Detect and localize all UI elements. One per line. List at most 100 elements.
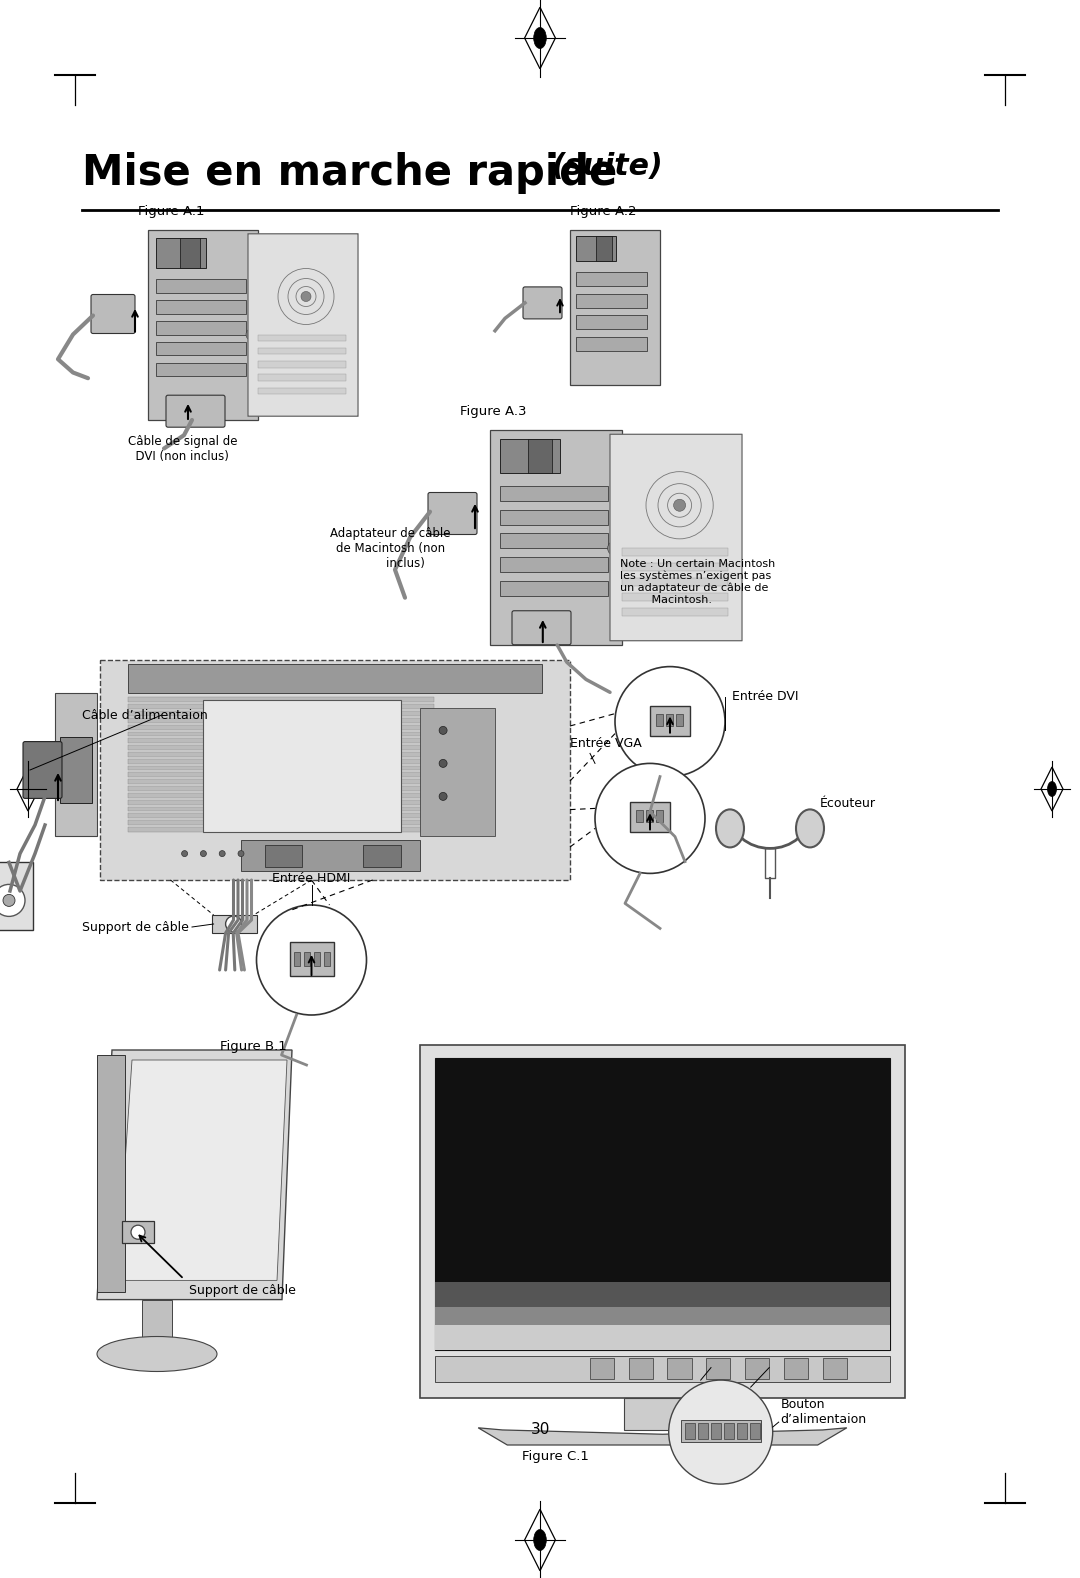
Circle shape	[595, 764, 705, 873]
Bar	[129, 786, 434, 791]
Bar	[595, 237, 611, 260]
Text: Support de câble: Support de câble	[189, 1284, 296, 1297]
Bar	[129, 664, 542, 693]
Bar	[490, 429, 622, 645]
Circle shape	[246, 328, 258, 341]
Ellipse shape	[97, 1337, 217, 1371]
Text: Écouteur: Écouteur	[820, 797, 876, 810]
Bar	[622, 609, 728, 615]
Bar	[60, 737, 92, 803]
Bar	[577, 294, 647, 308]
Bar	[156, 363, 246, 376]
Bar	[129, 780, 434, 784]
Bar	[784, 1357, 808, 1379]
Bar	[129, 806, 434, 811]
Bar	[294, 952, 299, 966]
Bar	[129, 792, 434, 798]
Bar	[622, 579, 728, 585]
Text: Adaptateur de câble
de Macintosh (non
        inclus): Adaptateur de câble de Macintosh (non in…	[330, 527, 450, 570]
Bar	[100, 660, 570, 881]
Bar	[698, 1423, 707, 1439]
Bar	[577, 316, 647, 330]
Circle shape	[131, 1225, 145, 1239]
Bar	[577, 338, 647, 350]
Bar	[0, 863, 33, 931]
Bar	[577, 271, 647, 286]
Text: Support de câble: Support de câble	[82, 920, 189, 934]
FancyBboxPatch shape	[610, 434, 742, 641]
Bar	[570, 230, 660, 385]
Bar	[129, 718, 434, 723]
Bar	[129, 821, 434, 825]
Bar	[129, 813, 434, 817]
Circle shape	[257, 906, 366, 1015]
Bar	[258, 374, 346, 380]
Bar	[265, 844, 302, 866]
Text: Note : Un certain Macintosh
les systèmes n’exigent pas
un adaptateur de câble de: Note : Un certain Macintosh les systèmes…	[620, 559, 775, 604]
Bar	[434, 1356, 890, 1382]
Bar	[622, 563, 728, 571]
Polygon shape	[117, 1060, 287, 1280]
Bar	[500, 533, 608, 548]
Bar	[500, 557, 608, 571]
Bar	[156, 279, 246, 292]
Bar	[55, 693, 97, 836]
Text: Figure A.3: Figure A.3	[460, 406, 527, 418]
Bar	[646, 811, 653, 822]
Bar	[180, 238, 200, 268]
Bar	[666, 713, 673, 726]
Text: Figure C.1: Figure C.1	[523, 1450, 590, 1463]
Circle shape	[669, 1381, 772, 1483]
Text: Entrée DVI: Entrée DVI	[732, 690, 798, 704]
FancyBboxPatch shape	[91, 295, 135, 333]
Bar	[289, 942, 334, 977]
Bar	[129, 724, 434, 729]
Bar	[500, 486, 608, 500]
Ellipse shape	[24, 781, 32, 797]
Bar	[590, 1357, 615, 1379]
Bar	[500, 510, 608, 524]
Bar	[156, 238, 206, 268]
Text: Mise en marche rapide: Mise en marche rapide	[82, 151, 632, 194]
Bar	[203, 699, 401, 832]
Bar	[624, 1398, 701, 1430]
Text: Figure B.1: Figure B.1	[220, 1040, 287, 1053]
Bar	[258, 388, 346, 394]
Bar	[724, 1423, 733, 1439]
Bar	[823, 1357, 847, 1379]
FancyBboxPatch shape	[512, 611, 571, 645]
Bar	[711, 1423, 720, 1439]
Text: Figure A.2: Figure A.2	[570, 205, 636, 218]
Bar	[129, 759, 434, 764]
Bar	[122, 1221, 154, 1243]
Bar	[630, 802, 670, 833]
Circle shape	[615, 666, 725, 776]
Bar	[156, 322, 246, 335]
Bar	[129, 753, 434, 757]
Bar	[434, 1308, 890, 1351]
Circle shape	[608, 541, 622, 555]
Bar	[148, 230, 258, 420]
Bar	[656, 811, 663, 822]
Ellipse shape	[716, 810, 744, 847]
Circle shape	[440, 726, 447, 734]
Text: Entrée HDMI: Entrée HDMI	[272, 873, 351, 885]
Bar	[420, 709, 495, 836]
Bar	[129, 712, 434, 716]
Bar	[324, 952, 329, 966]
Polygon shape	[478, 1428, 847, 1445]
Bar	[434, 1057, 890, 1351]
Bar	[500, 581, 608, 595]
Bar	[313, 952, 320, 966]
Circle shape	[238, 851, 244, 857]
Bar	[129, 739, 434, 743]
Bar	[622, 593, 728, 601]
Bar	[129, 704, 434, 709]
Bar	[129, 745, 434, 750]
Text: (suite): (suite)	[552, 151, 664, 181]
Bar	[129, 772, 434, 778]
Bar	[156, 300, 246, 314]
Bar	[434, 1281, 890, 1351]
Bar	[363, 844, 401, 866]
Bar	[737, 1423, 746, 1439]
